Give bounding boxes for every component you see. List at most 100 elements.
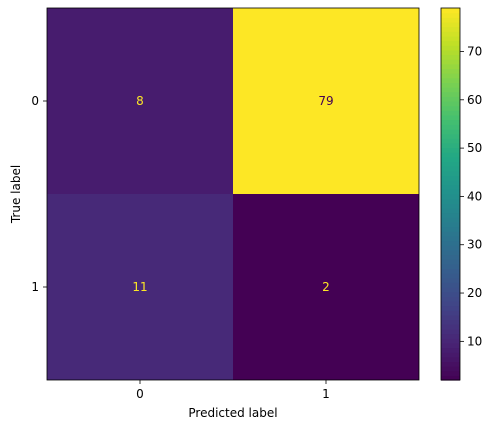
colorbar-tick-label-0: 10 xyxy=(467,334,482,348)
colorbar-segment xyxy=(441,370,460,376)
colorbar-segment xyxy=(441,347,460,353)
colorbar-segment xyxy=(441,217,460,223)
colorbar-segment xyxy=(441,184,460,190)
colorbar-segment xyxy=(441,333,460,339)
colorbar-segment xyxy=(441,54,460,60)
colorbar-segment xyxy=(441,198,460,204)
heatmap-cell-0-1 xyxy=(233,8,419,194)
colorbar-segment xyxy=(441,68,460,74)
colorbar-segment xyxy=(441,35,460,42)
colorbar-segment xyxy=(441,240,460,246)
colorbar-segment xyxy=(441,31,460,37)
colorbar-segment xyxy=(441,277,460,283)
colorbar-segment xyxy=(441,142,460,149)
colorbar-segment xyxy=(441,305,460,311)
colorbar-segment xyxy=(441,221,460,228)
colorbar-segment xyxy=(441,226,460,232)
colorbar-segment xyxy=(441,170,460,176)
colorbar-segment xyxy=(441,361,460,367)
colorbar-segment xyxy=(441,49,460,56)
colorbar-segment xyxy=(441,366,460,372)
colorbar-segment xyxy=(441,73,460,79)
colorbar-segment xyxy=(441,12,460,18)
plot-frame xyxy=(46,7,420,381)
colorbar-segment xyxy=(441,245,460,251)
colorbar-segment xyxy=(441,110,460,116)
y-tick-label-0: 0 xyxy=(31,94,39,108)
colorbar-segment xyxy=(441,17,460,23)
colorbar-segment xyxy=(441,124,460,130)
x-tick-label-0: 0 xyxy=(136,387,144,401)
heatmap-cell-1-1 xyxy=(233,194,419,380)
colorbar-segment xyxy=(441,254,460,260)
colorbar-segment xyxy=(441,296,460,302)
colorbar-segment xyxy=(441,259,460,265)
colorbar-segment xyxy=(441,45,460,51)
heatmap-cell-0-0 xyxy=(47,8,233,194)
colorbar-segment xyxy=(441,119,460,125)
colorbar-segment xyxy=(441,87,460,93)
y-axis: 01 xyxy=(31,94,47,294)
colorbar-segment xyxy=(441,105,460,111)
colorbar-segment xyxy=(441,263,460,269)
colorbar-segment xyxy=(441,203,460,209)
cell-value-label-1-0: 11 xyxy=(132,280,147,294)
colorbar-segment xyxy=(441,300,460,307)
colorbar-segment xyxy=(441,114,460,121)
colorbar-segment xyxy=(441,235,460,242)
colorbar-segment xyxy=(441,324,460,330)
colorbar-frame xyxy=(440,7,461,381)
colorbar-segment xyxy=(441,147,460,153)
colorbar-tick-label-3: 40 xyxy=(467,189,482,203)
colorbar-segment xyxy=(441,282,460,288)
colorbar-segment xyxy=(441,128,460,135)
colorbar-segment xyxy=(441,82,460,88)
colorbar-segment xyxy=(441,212,460,218)
colorbar-segment xyxy=(441,77,460,83)
colorbar-segment xyxy=(441,40,460,46)
colorbar-segment xyxy=(441,21,460,28)
colorbar-segment xyxy=(441,96,460,102)
colorbar-segment xyxy=(441,133,460,139)
colorbar-segment xyxy=(441,156,460,163)
y-axis-label: True label xyxy=(9,165,23,224)
colorbar-segment xyxy=(441,287,460,293)
colorbar-segment xyxy=(441,231,460,237)
colorbar-tick-label-4: 50 xyxy=(467,141,482,155)
colorbar-segment xyxy=(441,268,460,274)
colorbar-tick-label-6: 70 xyxy=(467,44,482,58)
colorbar-segment xyxy=(441,152,460,158)
y-tick-label-1: 1 xyxy=(31,280,39,294)
x-tick-label-1: 1 xyxy=(322,387,330,401)
colorbar-segment xyxy=(441,189,460,195)
colorbar-tick-label-5: 60 xyxy=(467,93,482,107)
colorbar-segment xyxy=(441,161,460,167)
x-axis-label: Predicted label xyxy=(188,406,277,420)
colorbar-segment xyxy=(441,63,460,70)
colorbar-segment xyxy=(441,59,460,65)
colorbar-segment xyxy=(441,166,460,172)
heatmap-cell-1-0 xyxy=(47,194,233,380)
colorbar-segment xyxy=(441,352,460,358)
colorbar-segment xyxy=(441,375,460,381)
colorbar-segment xyxy=(441,207,460,214)
colorbar-segment xyxy=(441,101,460,107)
colorbar-segment xyxy=(441,314,460,321)
colorbar-segment xyxy=(441,138,460,144)
colorbar-segment xyxy=(441,356,460,362)
colorbar-segment xyxy=(441,273,460,279)
colorbar-segment xyxy=(441,194,460,200)
colorbar-segment xyxy=(441,342,460,349)
colorbar-segment xyxy=(441,319,460,325)
cell-value-label-1-1: 2 xyxy=(322,280,330,294)
colorbar: 10 20 30 40 50 60 70 xyxy=(440,7,482,381)
colorbar-segment xyxy=(441,91,460,97)
colorbar-segment xyxy=(441,8,460,14)
colorbar-segment xyxy=(441,328,460,335)
cell-value-label-0-1: 79 xyxy=(318,94,333,108)
colorbar-tick-label-1: 20 xyxy=(467,286,482,300)
colorbar-segment xyxy=(441,175,460,181)
colorbar-segment xyxy=(441,291,460,297)
